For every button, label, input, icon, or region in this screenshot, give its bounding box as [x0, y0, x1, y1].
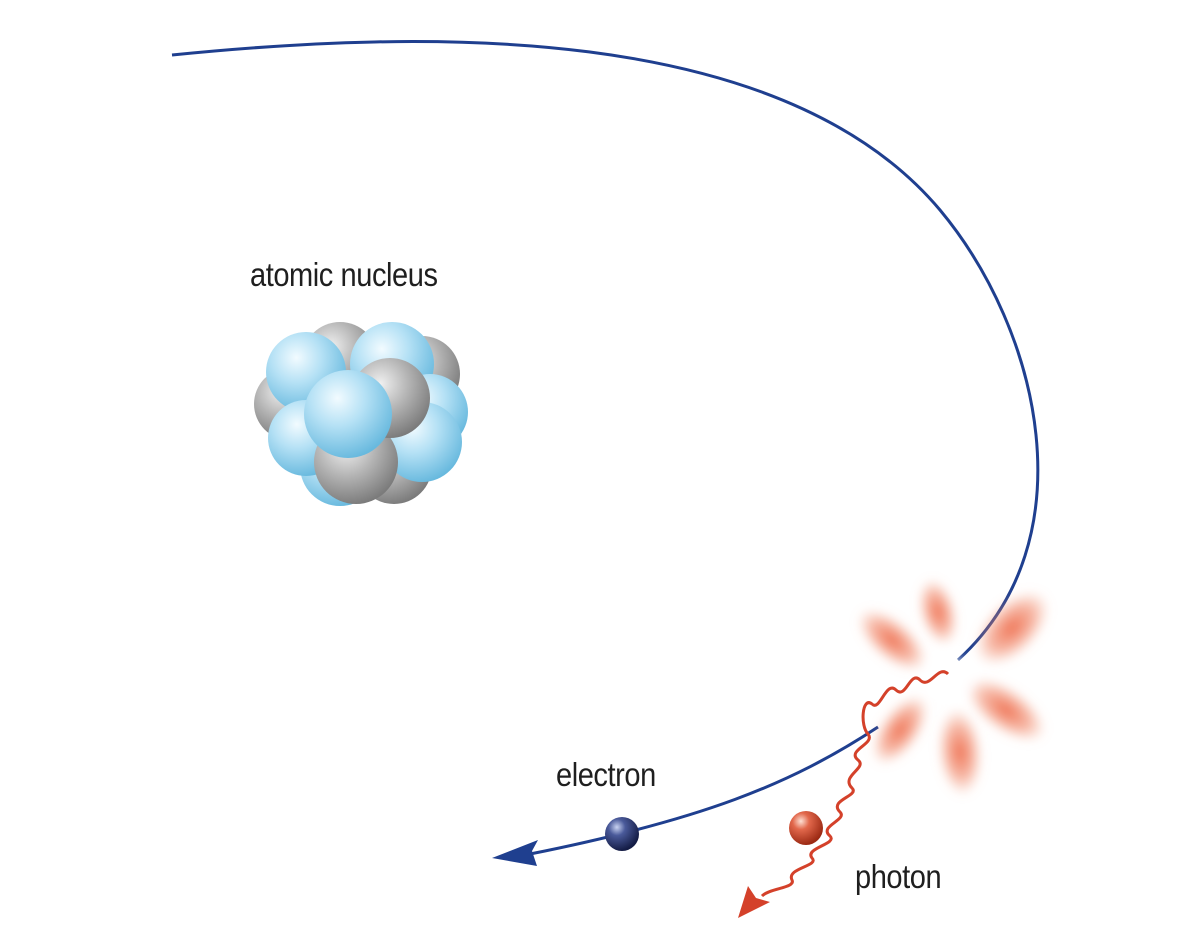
nucleus-cluster-icon	[254, 322, 468, 506]
orbit-arrowhead-icon	[492, 840, 538, 866]
electron-orbit	[171, 40, 1040, 866]
orbit-path-lower	[529, 725, 879, 856]
atomic-nucleus-label: atomic nucleus	[250, 256, 438, 293]
photon-sphere-icon	[789, 811, 823, 845]
photon-wave	[738, 670, 950, 918]
photon-wave-path	[760, 670, 950, 898]
orbit-path	[171, 40, 1040, 662]
electron-sphere-icon	[605, 817, 639, 851]
electron-label: electron	[556, 756, 656, 793]
photon-arrowhead-icon	[738, 886, 770, 918]
emission-burst-icon	[857, 578, 1050, 796]
photon-label: photon	[855, 858, 942, 895]
